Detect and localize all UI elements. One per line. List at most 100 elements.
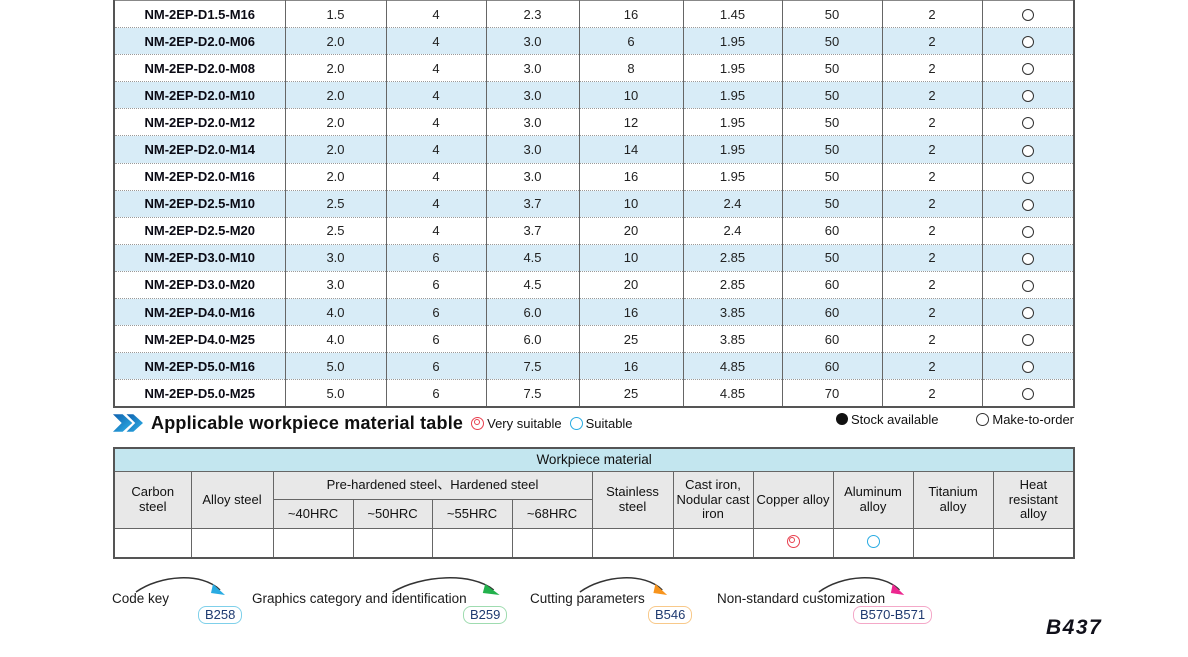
legend-very-suitable-label: Very suitable — [487, 415, 562, 431]
wp-rating-cell — [992, 528, 1075, 559]
section-heading: Applicable workpiece material table Very… — [112, 409, 633, 437]
value-cell: 2.0 — [284, 27, 386, 55]
value-cell: 2.0 — [284, 81, 386, 109]
footer-link-label: Graphics category and identification — [252, 591, 467, 606]
value-cell: 60 — [781, 270, 882, 299]
stock-cell — [981, 298, 1074, 326]
spec-row: NM-2EP-D2.5-M10 2.5 4 3.7 10 2.4 50 2 — [114, 189, 1074, 218]
value-cell: 2 — [881, 135, 982, 164]
value-cell: 6 — [385, 352, 486, 380]
value-cell: 4 — [385, 0, 486, 28]
value-cell: 10 — [578, 81, 683, 109]
value-cell: 2 — [881, 325, 982, 353]
value-cell: 2.5 — [284, 216, 386, 245]
model-cell: NM-2EP-D4.0-M16 — [114, 298, 285, 326]
wp-subcol-header-1: ~50HRC — [352, 499, 433, 529]
wp-rating-cell — [912, 528, 994, 559]
value-cell: 50 — [781, 162, 882, 191]
value-cell: 8 — [578, 54, 683, 82]
wp-col-header-5: Copper alloy — [752, 471, 834, 529]
value-cell: 6 — [385, 270, 486, 299]
make-to-order-circle-icon — [1021, 171, 1034, 184]
make-to-order-circle-icon — [1021, 63, 1034, 76]
value-cell: 50 — [781, 27, 882, 55]
model-cell: NM-2EP-D2.0-M16 — [114, 162, 285, 191]
value-cell: 4 — [385, 54, 486, 82]
wp-subheader-row: ~40HRC ~50HRC ~55HRC ~68HRC — [114, 499, 1074, 529]
section-title: Applicable workpiece material table — [151, 412, 464, 433]
value-cell: 3.0 — [284, 270, 386, 299]
stock-cell — [981, 270, 1074, 299]
make-to-order-circle-icon — [1021, 90, 1034, 103]
value-cell: 2.0 — [284, 108, 386, 136]
legend-suitable-label: Suitable — [585, 415, 633, 431]
model-cell: NM-2EP-D2.0-M06 — [114, 27, 285, 55]
wp-rating-cell — [672, 528, 754, 559]
value-cell: 1.5 — [284, 0, 386, 28]
make-to-order-circle-icon — [1021, 225, 1034, 238]
make-to-order-circle-icon — [1021, 361, 1034, 374]
value-cell: 1.95 — [682, 162, 782, 191]
value-cell: 2.0 — [284, 135, 386, 164]
make-to-order-circle-icon — [1021, 252, 1034, 265]
model-cell: NM-2EP-D5.0-M25 — [114, 379, 285, 408]
value-cell: 3.0 — [284, 243, 386, 272]
value-cell: 2 — [881, 27, 982, 55]
value-cell: 2 — [881, 108, 982, 136]
stock-cell — [981, 108, 1074, 136]
value-cell: 2 — [881, 379, 982, 408]
value-cell: 4.5 — [485, 243, 579, 272]
value-cell: 2 — [881, 54, 982, 82]
value-cell: 4.0 — [284, 298, 386, 326]
page-ref-badge[interactable]: B258 — [198, 606, 243, 624]
value-cell: 25 — [578, 379, 683, 408]
value-cell: 3.0 — [485, 135, 579, 164]
value-cell: 16 — [578, 0, 683, 28]
model-cell: NM-2EP-D3.0-M10 — [114, 243, 285, 272]
value-cell: 1.95 — [682, 108, 782, 136]
value-cell: 6 — [385, 325, 486, 353]
page-ref-badge[interactable]: B570-B571 — [853, 606, 933, 624]
wp-col-header-6: Aluminum alloy — [832, 471, 914, 529]
page-ref-badge[interactable]: B259 — [463, 606, 508, 624]
make-to-order-circle-icon — [1021, 307, 1034, 320]
wp-col-header-4: Cast iron, Nodular cast iron — [672, 471, 754, 529]
value-cell: 6.0 — [485, 298, 579, 326]
value-cell: 2 — [881, 81, 982, 109]
make-to-order-circle-icon — [1021, 117, 1034, 130]
value-cell: 50 — [781, 108, 882, 136]
stock-available-icon — [836, 413, 848, 425]
stock-cell — [981, 352, 1074, 380]
footer-link-label: Code key — [112, 591, 170, 606]
wp-col-header-1: Alloy steel — [190, 471, 274, 529]
page-ref-badge[interactable]: B546 — [648, 606, 693, 624]
make-to-order-icon — [976, 412, 990, 426]
footer-link: Cutting parameters B546 — [530, 575, 710, 627]
value-cell: 2 — [881, 352, 982, 380]
legend-stock-available-label: Stock available — [851, 411, 939, 427]
value-cell: 4 — [385, 135, 486, 164]
model-cell: NM-2EP-D2.0-M14 — [114, 135, 285, 164]
wp-col-header-8: Heat resistant alloy — [992, 471, 1075, 529]
value-cell: 2 — [881, 0, 982, 28]
model-cell: NM-2EP-D2.5-M20 — [114, 216, 285, 245]
spec-row: NM-2EP-D5.0-M25 5.0 6 7.5 25 4.85 70 2 — [114, 379, 1074, 408]
value-cell: 20 — [578, 216, 683, 245]
wp-rating-cell — [190, 528, 274, 559]
stock-cell — [981, 379, 1074, 408]
curved-arrow-icon — [392, 577, 500, 595]
value-cell: 50 — [781, 0, 882, 28]
stock-legend: Stock available Make-to-order — [836, 410, 1074, 428]
value-cell: 6 — [385, 379, 486, 408]
value-cell: 3.0 — [485, 108, 579, 136]
make-to-order-circle-icon — [1021, 9, 1034, 22]
legend-make-to-order: Make-to-order — [976, 412, 1074, 427]
value-cell: 2 — [881, 298, 982, 326]
wp-title-row: Workpiece material — [113, 447, 1075, 472]
legend-make-to-order-label: Make-to-order — [992, 411, 1074, 427]
value-cell: 12 — [578, 108, 683, 136]
value-cell: 2 — [881, 189, 982, 218]
stock-cell — [981, 243, 1074, 272]
value-cell: 2 — [881, 162, 982, 191]
stock-cell — [981, 81, 1074, 109]
